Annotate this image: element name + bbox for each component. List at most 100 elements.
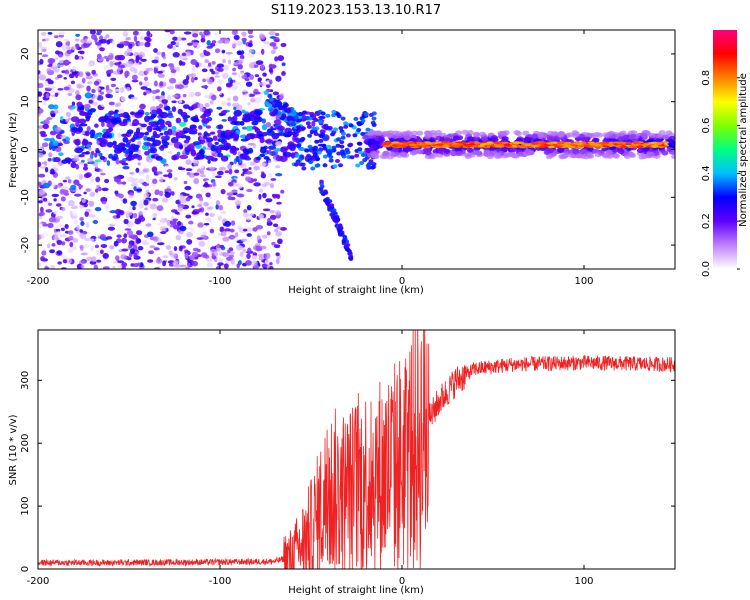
spectrogram-cell (121, 248, 129, 252)
spectrogram-cell (440, 141, 448, 144)
spectrogram-cell (99, 234, 106, 240)
spectrogram-cell (155, 89, 160, 93)
spectrogram-cell (356, 121, 362, 126)
spectrogram-cell (239, 54, 245, 60)
spectrogram-cell (453, 135, 460, 141)
spectrogram-cell (229, 79, 234, 85)
spectrogram-cell (69, 241, 74, 248)
spectrogram-cell (199, 196, 204, 202)
spectrogram-cell (94, 244, 100, 249)
spectrogram-cell (245, 260, 253, 266)
spectrogram-cell (605, 149, 613, 155)
spectrogram-cell (186, 232, 193, 238)
spectrogram-cell (283, 151, 292, 158)
spectrogram-cell (167, 172, 173, 179)
spectrogram-cell (518, 145, 525, 148)
spectrogram-cell (391, 144, 399, 147)
spectrogram-cell (335, 159, 340, 163)
spectrogram-cell (225, 51, 233, 55)
spectrogram-cell (172, 224, 180, 230)
spectrogram-cell (344, 147, 350, 152)
spectrogram-cell (95, 176, 101, 183)
spectrogram-cell (143, 92, 147, 96)
spectrogram-cell (237, 64, 243, 70)
spectrogram-cell (362, 134, 370, 140)
spectrogram-cell (562, 152, 569, 158)
spectrogram-cell (117, 132, 123, 138)
spectrogram-cell (307, 144, 313, 149)
spectrogram-cell (244, 77, 250, 82)
spectrogram-cell (192, 260, 198, 267)
spectrogram-cell (204, 181, 209, 187)
spectrogram-cell (133, 68, 138, 74)
spectrogram-cell (48, 152, 53, 158)
spectrogram-cell (138, 211, 143, 217)
spectrogram-cell (136, 238, 142, 244)
spectrogram-cell (173, 246, 178, 252)
spectrogram-cell (155, 125, 160, 132)
spectrogram-cell (261, 183, 268, 188)
spectrogram-cell (70, 45, 77, 51)
spectrogram-cell (60, 185, 69, 190)
spectrogram-cell (164, 165, 170, 171)
spectrogram-cell (70, 205, 78, 210)
spectrogram-cell (184, 249, 189, 253)
spectrogram-cell (473, 132, 481, 138)
spectrogram-cell (268, 30, 276, 36)
spectrogram-cell (211, 60, 216, 65)
spectrogram-cell (189, 227, 196, 233)
spectrogram-cell (353, 116, 359, 121)
spectrogram-cell (229, 148, 235, 154)
spectrogram-cell (138, 70, 146, 77)
spectrogram-cell (257, 78, 262, 83)
spectrogram-cell (38, 173, 46, 178)
spectrogram-cell (557, 147, 564, 153)
spectrogram-cell (63, 38, 70, 43)
spectrogram-cell (261, 118, 267, 124)
spectrogram-cell (150, 113, 156, 119)
spectrogram-cell (567, 145, 575, 149)
spectrogram-cell (170, 137, 179, 144)
spectrogram-cell (647, 151, 655, 157)
spectrogram-cell (118, 113, 125, 118)
spectrogram-cell (203, 110, 212, 117)
spectrogram-cell (65, 118, 70, 123)
spectrogram-cell (299, 147, 305, 152)
spectrogram-cell (217, 79, 222, 85)
spectrogram-cell (461, 129, 469, 135)
spectrogram-cell (55, 203, 62, 207)
spectrogram-cell (567, 152, 575, 158)
spectrogram-cell (180, 37, 187, 41)
spectrogram-cell (151, 109, 157, 113)
spectrogram-cell (240, 173, 245, 177)
spectrogram-cell (131, 218, 136, 223)
spectrogram-cell (70, 80, 76, 85)
spectrogram-cell (175, 234, 182, 241)
spectrogram-cell (207, 62, 212, 67)
spectrogram-cell (344, 247, 350, 252)
spectrogram-cell (247, 102, 251, 106)
spectrogram-cell (68, 235, 74, 241)
spectrogram-cell (204, 102, 210, 108)
spectrogram-cell (215, 200, 221, 206)
colorbar-tick-label: 0.4 (701, 165, 712, 181)
spectrogram-cell (95, 150, 101, 154)
spectrogram-cell (229, 228, 235, 233)
spectrogram-cell (227, 249, 231, 254)
spectrogram-cell (116, 234, 122, 238)
spectrogram-cell (187, 258, 191, 264)
spectrogram-cell (166, 94, 172, 101)
spectrogram-cell (258, 213, 265, 220)
spectrogram-cell (76, 83, 82, 89)
spectrogram-cell (400, 152, 408, 158)
spectrogram-cell (192, 141, 202, 146)
spectrogram-cell (250, 98, 256, 103)
spectrogram-cell (46, 243, 51, 249)
spectrogram-cell (75, 33, 81, 37)
spectrogram-cell (166, 86, 175, 90)
spectrogram-cell (300, 126, 306, 131)
spectrogram-cell (218, 215, 222, 221)
spectrogram-cell (71, 71, 78, 75)
spectrogram-cell (241, 31, 247, 36)
spectrogram-cell (265, 122, 272, 128)
